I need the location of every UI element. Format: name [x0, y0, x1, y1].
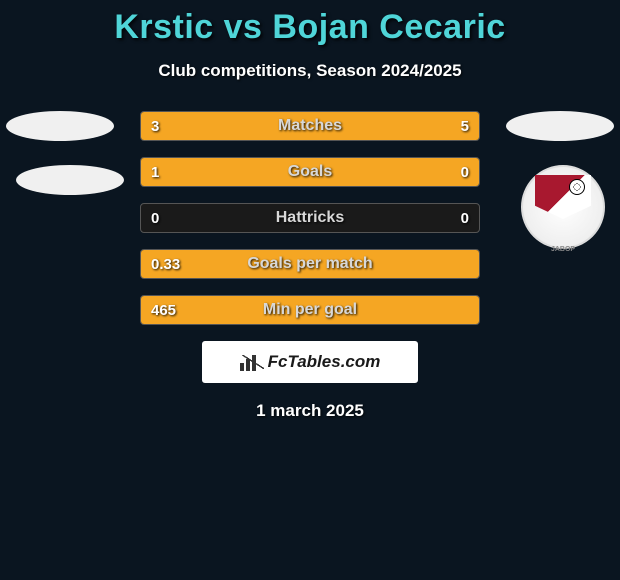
page-subtitle: Club competitions, Season 2024/2025 [0, 61, 620, 81]
soccer-ball-icon [569, 179, 585, 195]
branding-badge: FcTables.com [202, 341, 418, 383]
player-right-club-crest: JABOP [521, 165, 605, 249]
stats-area: JABOP 3 Matches 5 1 Goals 0 0 Hattricks … [0, 111, 620, 421]
stat-label: Goals [141, 158, 479, 186]
stat-value-right: 0 [461, 204, 469, 232]
stat-row-matches: 3 Matches 5 [140, 111, 480, 141]
branding-text: FcTables.com [268, 352, 381, 372]
bar-chart-icon [240, 353, 262, 371]
player-left-badge-1 [6, 111, 114, 141]
stat-value-left: 1 [151, 158, 159, 186]
page-title: Krstic vs Bojan Cecaric [0, 0, 620, 47]
stat-row-goals: 1 Goals 0 [140, 157, 480, 187]
player-right-badge-1 [506, 111, 614, 141]
stat-value-left: 3 [151, 112, 159, 140]
stat-row-goals-per-match: 0.33 Goals per match [140, 249, 480, 279]
stat-label: Hattricks [141, 204, 479, 232]
stat-row-hattricks: 0 Hattricks 0 [140, 203, 480, 233]
stat-value-right: 0 [461, 158, 469, 186]
stat-value-left: 0.33 [151, 250, 180, 278]
stat-value-left: 0 [151, 204, 159, 232]
stat-label: Goals per match [141, 250, 479, 278]
stat-label: Min per goal [141, 296, 479, 324]
footer-date: 1 march 2025 [0, 401, 620, 421]
stat-label: Matches [141, 112, 479, 140]
stat-value-right: 5 [461, 112, 469, 140]
club-crest-shield-icon: JABOP [535, 175, 591, 239]
stat-row-min-per-goal: 465 Min per goal [140, 295, 480, 325]
player-left-badge-2 [16, 165, 124, 195]
stat-value-left: 465 [151, 296, 176, 324]
club-crest-label: JABOP [535, 246, 591, 253]
